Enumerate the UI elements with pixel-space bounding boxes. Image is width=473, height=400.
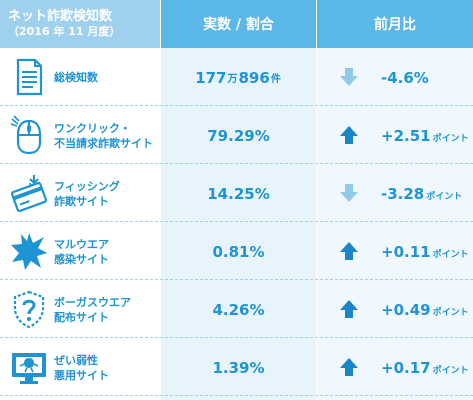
column-background-change: [317, 0, 473, 400]
row-label-line1: 総検知数: [54, 71, 98, 84]
change-value: +2.51: [381, 126, 431, 145]
table-row: フィッシング 詐欺サイト 14.25% -3.28 ポイント: [0, 165, 473, 222]
row-label-line2: 不当請求詐欺サイト: [54, 136, 153, 150]
change-unit: ポイント: [432, 133, 469, 144]
value-rest: 896: [238, 68, 270, 87]
row-value: 177 万 896 件: [161, 49, 316, 106]
credit-card-icon: [10, 175, 48, 213]
row-label-line2: 悪用サイト: [54, 368, 109, 382]
vulnerable-monitor-icon: [12, 353, 46, 384]
mouse-icon: [10, 115, 42, 155]
row-label-line1: ボーガスウエア: [54, 295, 131, 309]
header-title: ネット詐欺検知数: [8, 9, 113, 24]
row-value: 14.25%: [161, 165, 316, 222]
table-row: ぜい弱性 悪用サイト 1.39% +0.17 ポイント: [0, 339, 473, 396]
row-change: +0.17 ポイント: [317, 339, 473, 396]
table-row: マルウエア 感染サイト 0.81% +0.11 ポイント: [0, 223, 473, 280]
change-value: +0.49: [381, 300, 431, 319]
row-label: マルウエア 感染サイト: [54, 223, 159, 280]
change-value: -3.28: [381, 184, 425, 203]
row-label-line2: 配布サイト: [54, 310, 109, 324]
malware-burst-icon: [11, 233, 47, 270]
header-subtitle: （2016 年 11 月度）: [8, 25, 121, 38]
value-main: 4.26%: [212, 300, 265, 319]
fake-shield-icon: [13, 290, 45, 329]
value-main: 0.81%: [212, 242, 265, 261]
table-row: ワンクリック・ 不当請求詐欺サイト 79.29% +2.51 ポイント: [0, 107, 473, 164]
row-value: 79.29%: [161, 107, 316, 164]
row-label-line1: ワンクリック・: [54, 121, 131, 135]
value-main: 177: [195, 68, 227, 87]
row-label-line2: 詐欺サイト: [54, 194, 109, 208]
row-label: フィッシング 詐欺サイト: [54, 165, 159, 222]
row-change: -4.6%: [317, 49, 473, 106]
row-label: ボーガスウエア 配布サイト: [54, 281, 159, 338]
arrow-up-icon: [340, 300, 358, 318]
row-change: +0.49 ポイント: [317, 281, 473, 338]
row-label: 総検知数: [54, 49, 159, 106]
table-row: 総検知数 177 万 896 件 -4.6%: [0, 49, 473, 106]
header-value-column: 実数 / 割合: [161, 0, 316, 48]
change-value: -4.6%: [381, 68, 429, 87]
row-label-line2: 感染サイト: [54, 252, 109, 266]
change-unit: ポイント: [432, 249, 469, 260]
arrow-down-icon: [340, 184, 358, 202]
value-main: 1.39%: [212, 358, 265, 377]
change-unit: ポイント: [432, 307, 469, 318]
row-value: 1.39%: [161, 339, 316, 396]
header-title-cell: ネット詐欺検知数 （2016 年 11 月度）: [0, 0, 160, 48]
change-unit: ポイント: [426, 191, 463, 202]
arrow-up-icon: [340, 358, 358, 376]
document-icon: [16, 58, 43, 96]
row-label-line1: ぜい弱性: [54, 353, 98, 367]
arrow-up-icon: [340, 126, 358, 144]
row-value: 4.26%: [161, 281, 316, 338]
row-label: ぜい弱性 悪用サイト: [54, 339, 159, 396]
table-header: ネット詐欺検知数 （2016 年 11 月度） 実数 / 割合 前月比: [0, 0, 473, 48]
column-background-value: [161, 0, 316, 400]
row-label-line1: マルウエア: [54, 237, 109, 251]
table-row: ボーガスウエア 配布サイト 4.26% +0.49 ポイント: [0, 281, 473, 338]
row-label-line1: フィッシング: [54, 179, 120, 193]
row-change: +2.51 ポイント: [317, 107, 473, 164]
change-value: +0.17: [381, 358, 431, 377]
change-unit: ポイント: [432, 365, 469, 376]
value-main: 14.25%: [207, 184, 270, 203]
header-change-column: 前月比: [317, 0, 473, 48]
arrow-up-icon: [340, 242, 358, 260]
value-main: 79.29%: [207, 126, 270, 145]
value-unit-man: 万: [227, 74, 238, 85]
arrow-down-icon: [340, 68, 358, 86]
change-value: +0.11: [381, 242, 431, 261]
value-unit-ken: 件: [270, 74, 281, 85]
row-change: -3.28 ポイント: [317, 165, 473, 222]
row-label: ワンクリック・ 不当請求詐欺サイト: [54, 107, 159, 164]
row-change: +0.11 ポイント: [317, 223, 473, 280]
row-value: 0.81%: [161, 223, 316, 280]
